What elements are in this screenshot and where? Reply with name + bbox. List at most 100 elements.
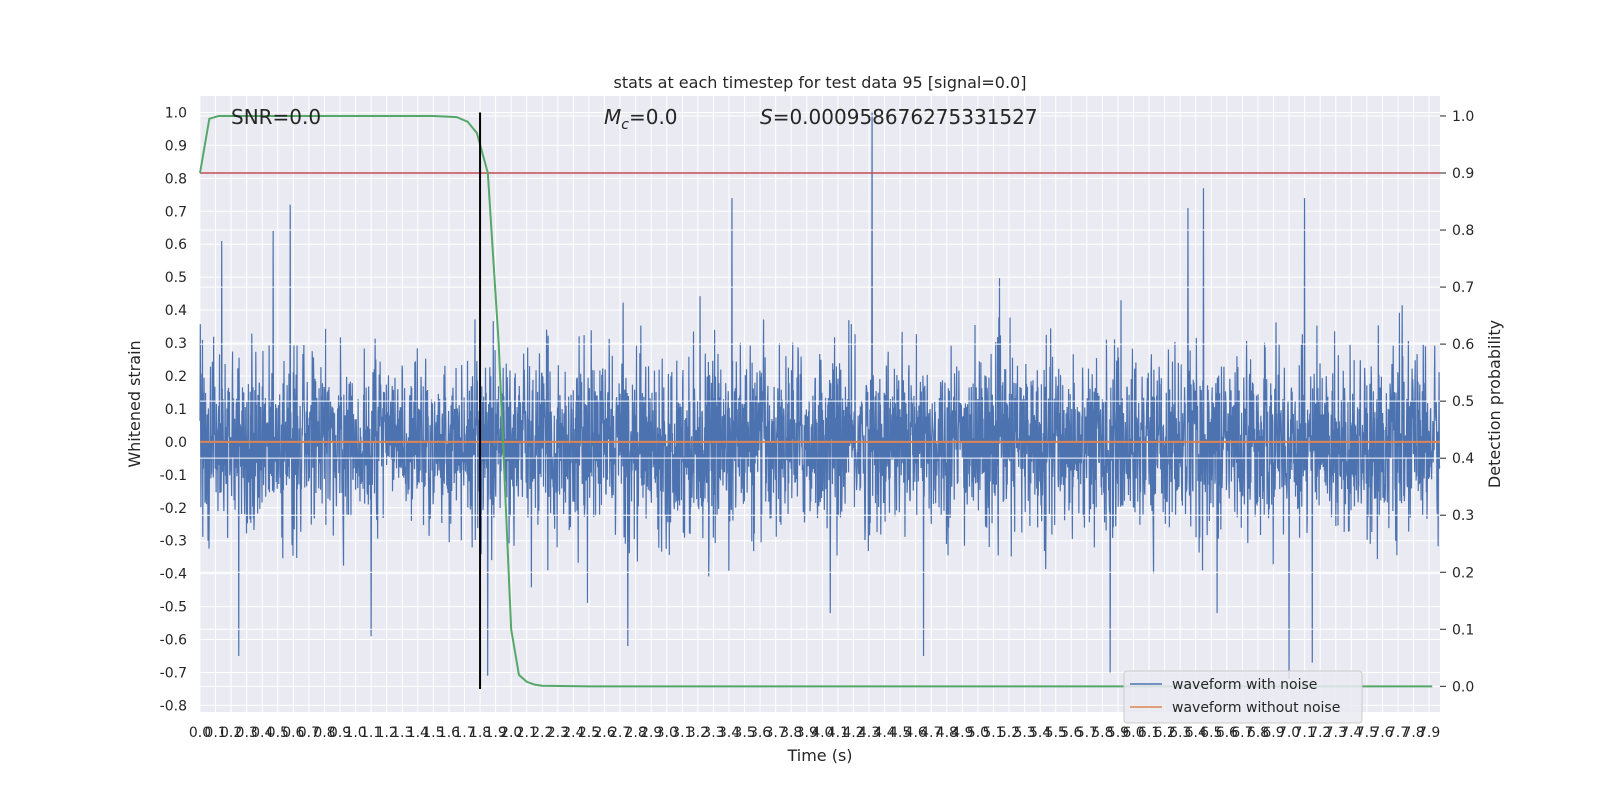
y-tick-label-left: -0.8	[160, 698, 187, 714]
x-tick-label: 3.1	[671, 725, 693, 741]
x-tick-label: 5.7	[1076, 725, 1098, 741]
x-tick-label: 4.8	[936, 725, 958, 741]
series-waveform-with-noise	[199, 112, 1441, 680]
x-tick-label: 4.5	[889, 725, 911, 741]
x-tick-label: 2.3	[547, 725, 569, 741]
x-tick-label: 2.9	[640, 725, 662, 741]
y-tick-label-right: 0.6	[1452, 337, 1474, 353]
x-tick-label: 3.2	[687, 725, 709, 741]
x-tick-label: 0.2	[220, 725, 242, 741]
x-tick-label: 6.8	[1247, 725, 1269, 741]
y-tick-label-left: -0.7	[160, 665, 187, 681]
x-tick-label: 1.7	[453, 725, 475, 741]
x-tick-label: 2.6	[593, 725, 615, 741]
x-tick-label: 3.7	[765, 725, 787, 741]
x-tick-label: 4.0	[811, 725, 833, 741]
y-tick-label-left: 0.9	[165, 138, 187, 154]
y-tick-label-left: 0.0	[165, 435, 187, 451]
x-tick-label: 6.5	[1200, 725, 1222, 741]
x-tick-label: 6.4	[1185, 725, 1207, 741]
x-tick-label: 4.1	[827, 725, 849, 741]
y-tick-label-right: 0.3	[1452, 508, 1474, 524]
s-annotation: S=0.000958676275331527	[760, 105, 1038, 129]
x-tick-label: 5.0	[967, 725, 989, 741]
x-tick-label: 5.4	[1029, 725, 1051, 741]
x-tick-label: 3.6	[749, 725, 771, 741]
x-axis: 0.00.10.20.30.40.50.60.70.80.91.01.11.21…	[189, 725, 1440, 741]
x-tick-label: 3.8	[780, 725, 802, 741]
x-tick-label: 0.0	[189, 725, 211, 741]
legend-box	[1123, 670, 1363, 724]
x-tick-label: 7.1	[1294, 725, 1316, 741]
x-tick-label: 4.9	[951, 725, 973, 741]
x-tick-label: 7.8	[1402, 725, 1424, 741]
x-tick-label: 1.2	[376, 725, 398, 741]
x-tick-label: 0.8	[313, 725, 335, 741]
y-axis-label-right: Detection probability	[1485, 320, 1504, 488]
y-axis-label-left: Whitened strain	[125, 340, 144, 467]
x-tick-label: 7.3	[1325, 725, 1347, 741]
chirp-mass-annotation: Mc=0.0	[604, 105, 678, 133]
x-tick-label: 0.9	[329, 725, 351, 741]
y-tick-label-right: 0.7	[1452, 280, 1474, 296]
x-tick-label: 7.7	[1387, 725, 1409, 741]
x-tick-label: 7.5	[1356, 725, 1378, 741]
x-tick-label: 1.9	[484, 725, 506, 741]
x-tick-label: 6.3	[1169, 725, 1191, 741]
x-tick-label: 0.6	[282, 725, 304, 741]
y-tick-label-right: 0.5	[1452, 394, 1474, 410]
y-tick-label-left: 0.7	[165, 204, 187, 220]
y-tick-label-left: 0.3	[165, 336, 187, 352]
y-tick-label-right: 0.8	[1452, 223, 1474, 239]
x-tick-label: 2.2	[531, 725, 553, 741]
y-tick-label-right: 0.4	[1452, 451, 1474, 467]
x-tick-label: 7.2	[1309, 725, 1331, 741]
x-tick-label: 3.9	[796, 725, 818, 741]
x-tick-label: 4.4	[873, 725, 895, 741]
x-tick-label: 2.0	[500, 725, 522, 741]
series-layer	[199, 112, 1441, 689]
x-tick-label: 7.9	[1418, 725, 1440, 741]
x-tick-label: 6.2	[1153, 725, 1175, 741]
x-tick-label: 2.7	[609, 725, 631, 741]
x-tick-label: 6.7	[1231, 725, 1253, 741]
x-tick-label: 6.1	[1138, 725, 1160, 741]
x-tick-label: 6.0	[1122, 725, 1144, 741]
x-tick-label: 6.6	[1216, 725, 1238, 741]
x-tick-label: 2.4	[562, 725, 584, 741]
x-tick-label: 4.7	[920, 725, 942, 741]
x-tick-label: 4.2	[842, 725, 864, 741]
x-tick-label: 0.1	[204, 725, 226, 741]
x-tick-label: 1.6	[438, 725, 460, 741]
x-tick-label: 1.1	[360, 725, 382, 741]
x-tick-label: 5.8	[1091, 725, 1113, 741]
y-tick-label-left: -0.2	[160, 501, 187, 517]
y-tick-label-left: -0.6	[160, 633, 187, 649]
x-tick-label: 5.3	[1013, 725, 1035, 741]
x-tick-label: 5.9	[1107, 725, 1129, 741]
y-tick-label-left: -0.3	[160, 534, 187, 550]
x-tick-label: 6.9	[1262, 725, 1284, 741]
legend: waveform with noise waveform without noi…	[1123, 670, 1363, 724]
y-tick-label-left: 0.5	[165, 270, 187, 286]
x-tick-label: 7.6	[1371, 725, 1393, 741]
y-tick-label-right: 0.0	[1452, 679, 1474, 695]
x-tick-label: 4.6	[905, 725, 927, 741]
y-tick-label-left: -0.5	[160, 600, 187, 616]
chirp-mass-symbol: M	[604, 105, 621, 129]
x-tick-label: 1.8	[469, 725, 491, 741]
x-tick-label: 5.1	[982, 725, 1004, 741]
y-tick-label-left: 0.4	[165, 303, 187, 319]
series-detection-probability	[199, 114, 1433, 688]
x-tick-label: 1.3	[391, 725, 413, 741]
x-tick-label: 3.4	[718, 725, 740, 741]
y-tick-label-left: 0.2	[165, 369, 187, 385]
y-axis-right: 0.0 0.1 0.2 0.3 0.4 0.5 0.6 0.7 0.8 0.9 1.0	[1440, 109, 1474, 695]
y-axis-left: -0.8 -0.7 -0.6 -0.5 -0.4 -0.3 -0.2 -0.1 0.0 0.1 0.…	[160, 105, 187, 714]
x-tick-label: 3.0	[656, 725, 678, 741]
x-tick-label: 0.7	[298, 725, 320, 741]
chirp-mass-value: =0.0	[629, 105, 678, 129]
x-tick-label: 7.0	[1278, 725, 1300, 741]
y-tick-label-left: 0.6	[165, 237, 187, 253]
